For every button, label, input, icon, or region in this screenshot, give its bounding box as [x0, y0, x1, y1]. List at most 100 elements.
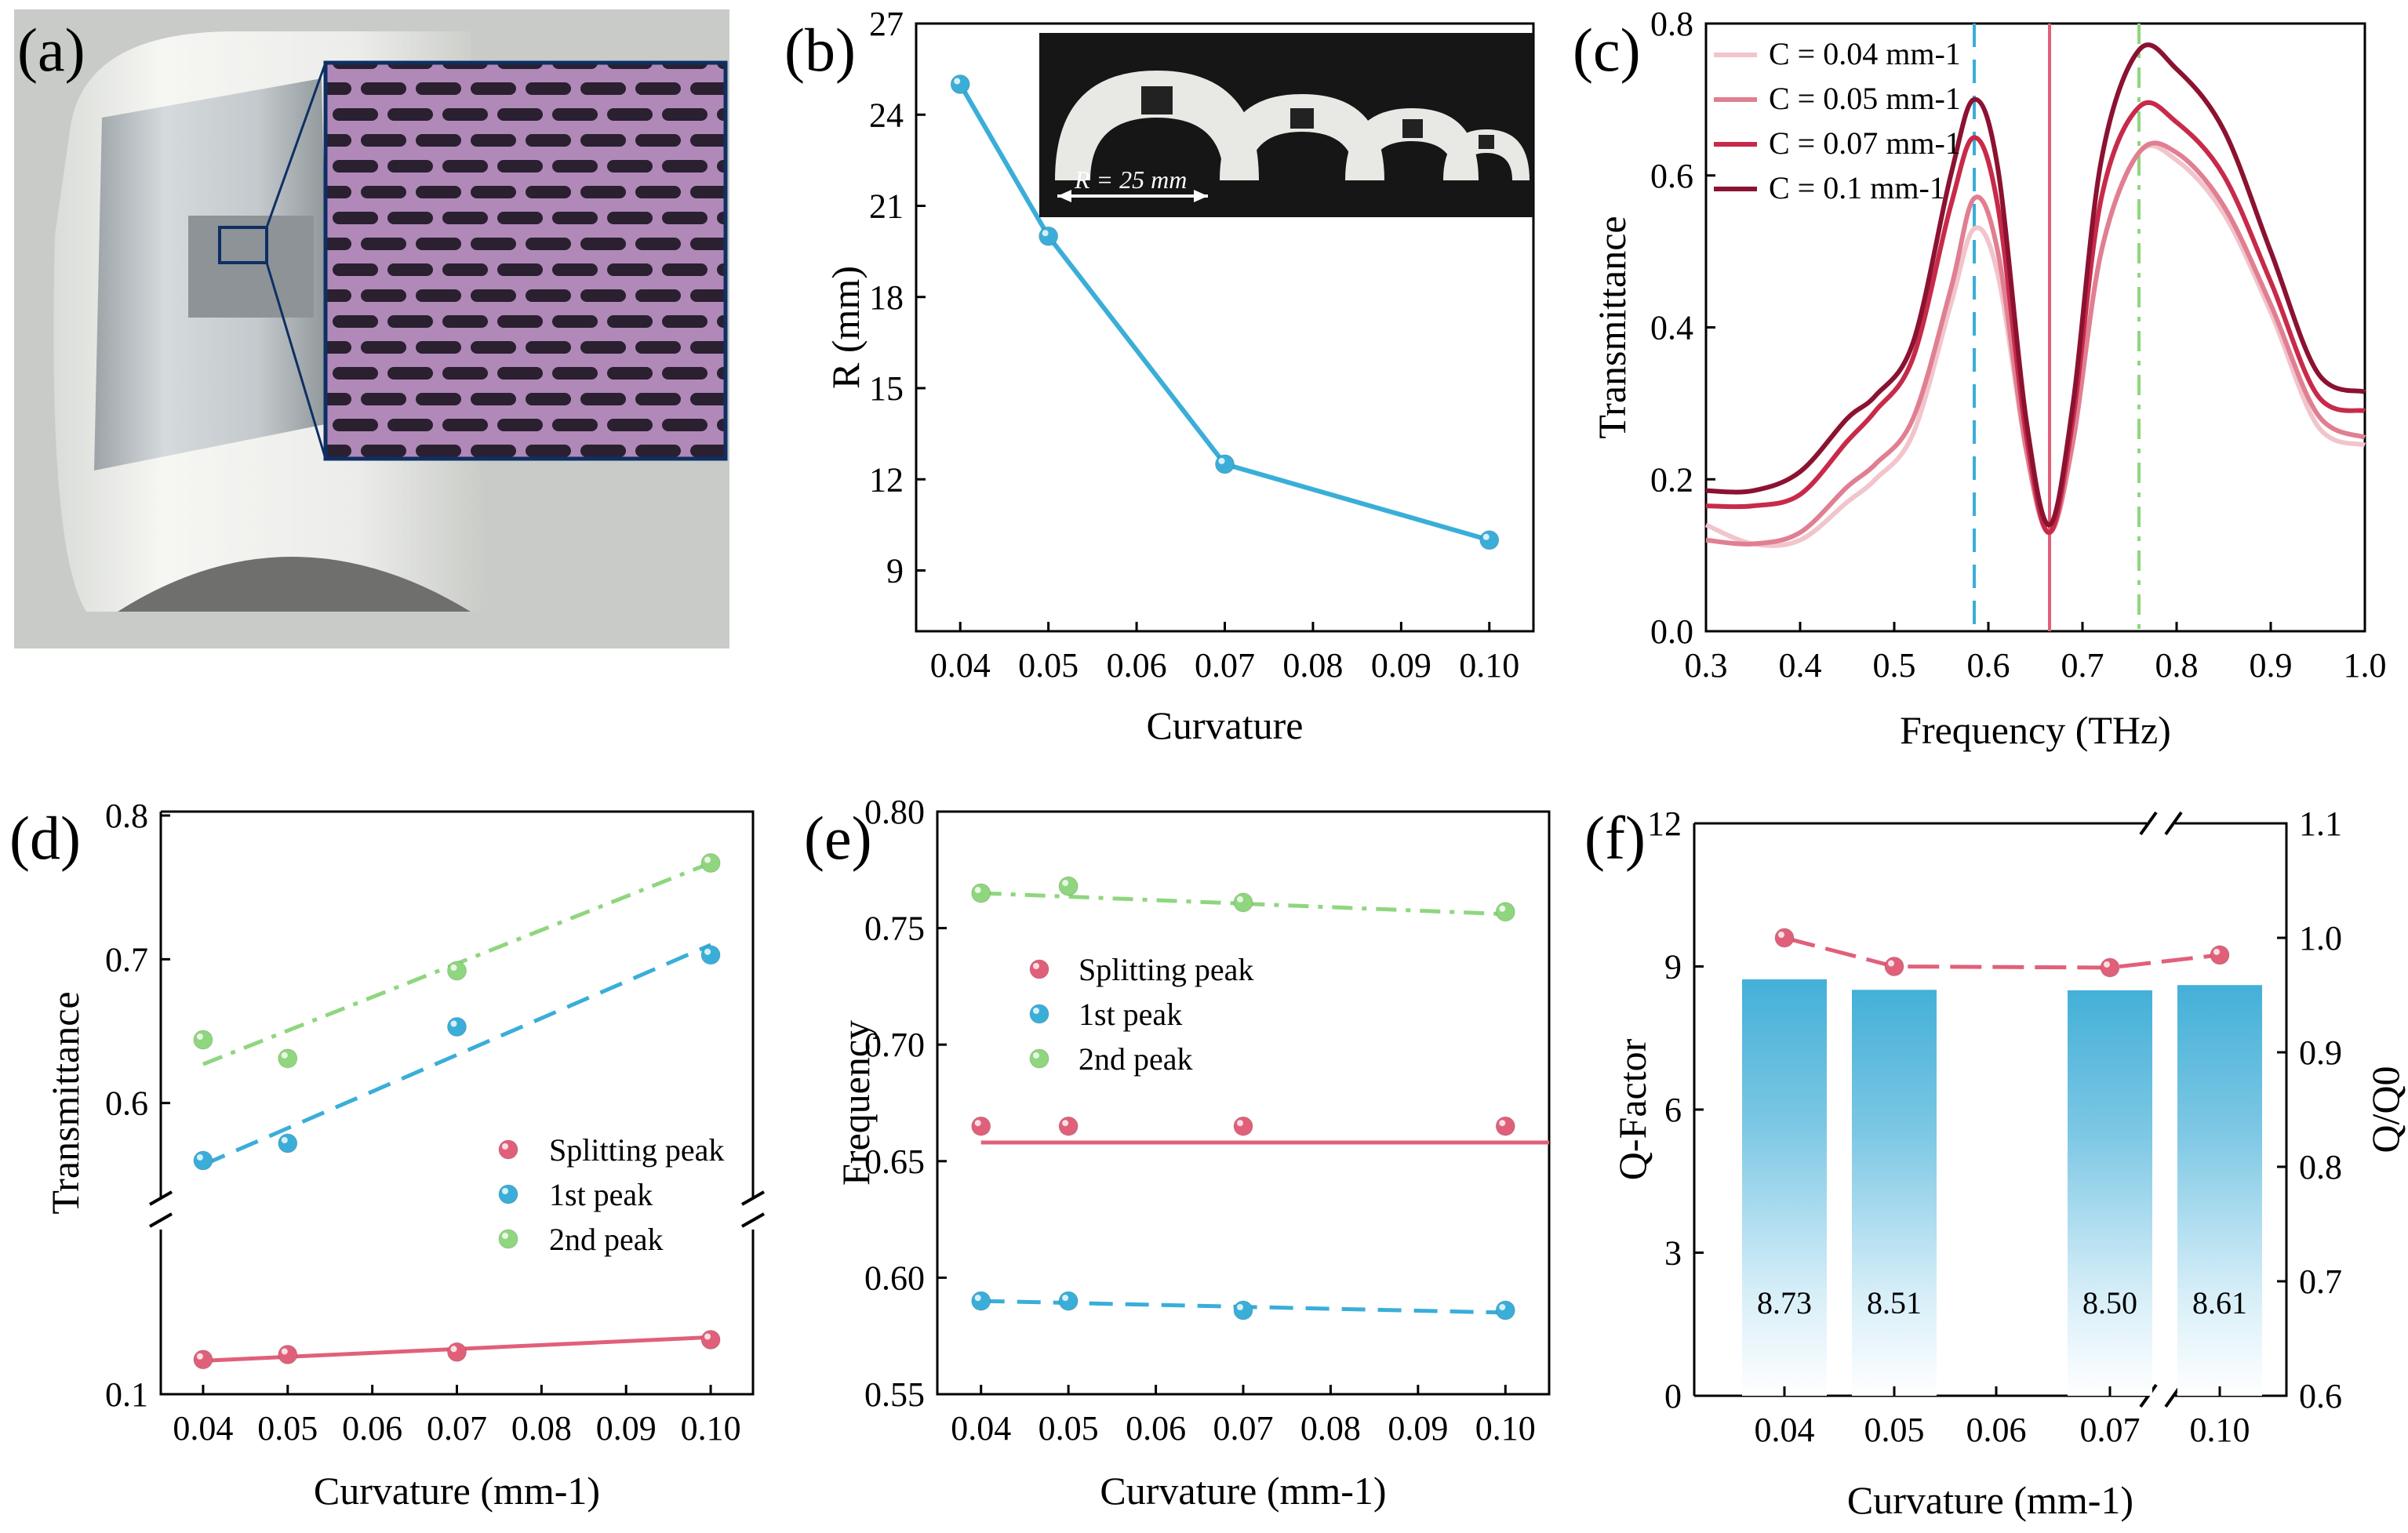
fit-line — [202, 943, 712, 1167]
y-tick-label: 15 — [869, 369, 904, 408]
legend-entry: 1st peak — [549, 1177, 653, 1212]
y-tick-label: 0.4 — [1650, 309, 1693, 347]
x-tick-label: 0.08 — [1300, 1409, 1361, 1448]
marker-highlight — [2104, 961, 2110, 968]
marker-highlight — [954, 78, 961, 85]
legend-entry: C = 0.1 mm-1 — [1769, 170, 1945, 205]
marker-body — [278, 1344, 298, 1364]
marker-body — [193, 1150, 213, 1171]
marker-highlight — [450, 1346, 457, 1353]
marker-highlight — [704, 948, 711, 955]
panel-label-e: (e) — [804, 804, 872, 872]
legend-entry: C = 0.05 mm-1 — [1769, 81, 1961, 116]
marker-body — [1058, 1116, 1079, 1136]
x-tick-label: 0.08 — [1282, 646, 1343, 685]
data-point — [950, 74, 970, 94]
right-y-tick-label: 0.9 — [2299, 1034, 2342, 1072]
marker-body — [498, 1229, 518, 1249]
marker-body — [193, 1350, 213, 1370]
x-tick-label: 0.07 — [427, 1409, 487, 1448]
marker-highlight — [1033, 1008, 1039, 1014]
marker-highlight — [196, 1034, 203, 1040]
marker-body — [2100, 957, 2120, 978]
bar-value-label: 8.73 — [1757, 1285, 1812, 1320]
series-line — [958, 82, 1490, 543]
marker-highlight — [704, 856, 711, 863]
marker-highlight — [974, 1295, 981, 1302]
x-tick-label: 0.06 — [1966, 1411, 2027, 1449]
x-tick-label: 0.07 — [1195, 646, 1255, 685]
x-tick-label: 0.6 — [1967, 646, 2010, 685]
panel-label-d: (d) — [9, 804, 81, 872]
y-axis-title: Transmittance — [43, 991, 87, 1214]
marker-body — [1029, 1048, 1049, 1069]
marker-body — [1215, 454, 1235, 474]
y-tick-label: 0.70 — [864, 1026, 925, 1064]
marker-body — [278, 1048, 298, 1069]
right-y-tick-label: 0.8 — [2299, 1148, 2342, 1186]
x-tick-label: 0.10 — [1475, 1409, 1536, 1448]
marker-highlight — [1237, 895, 1243, 903]
y-tick-label: 0.2 — [1650, 460, 1693, 499]
legend-marker — [498, 1229, 518, 1249]
data-point — [278, 1344, 298, 1364]
data-point — [971, 1291, 991, 1311]
y-tick-label: 0.1 — [105, 1375, 148, 1414]
photo-b-label: R = 25 mm — [1074, 165, 1187, 194]
panel-b: (b) R = 25 mm 0.04 0.05 0.06 0.07 0.08 0.09 0.… — [784, 5, 1535, 747]
ratio-point — [1774, 928, 1795, 948]
marker-body — [950, 74, 970, 94]
marker-body — [700, 945, 721, 965]
axis-break-mark — [2164, 811, 2183, 836]
marker-body — [447, 961, 467, 981]
marker-highlight — [1778, 932, 1784, 938]
bar — [2177, 985, 2262, 1396]
x-tick-label: 0.10 — [1459, 646, 1519, 685]
marker-body — [1479, 530, 1500, 550]
data-point — [1233, 1116, 1253, 1136]
right-y-tick-label: 0.7 — [2299, 1262, 2342, 1301]
legend-entry: C = 0.04 mm-1 — [1769, 36, 1961, 71]
data-point — [447, 961, 467, 981]
x-tick-label: 1.0 — [2344, 646, 2387, 685]
marker-highlight — [502, 1188, 508, 1194]
marker-highlight — [196, 1154, 203, 1161]
photo-a-zoom-line — [265, 262, 327, 460]
y-tick-label: 0.6 — [1650, 157, 1693, 195]
data-point — [1215, 454, 1235, 474]
y-tick-label: 0.8 — [105, 797, 148, 835]
y-tick-label: 18 — [869, 278, 904, 317]
x-tick-label: 0.3 — [1685, 646, 1728, 685]
y-tick-label: 21 — [869, 187, 904, 226]
marker-highlight — [281, 1137, 288, 1143]
y-axis-title: Frequency — [834, 1020, 878, 1186]
marker-highlight — [1499, 1120, 1506, 1127]
y-tick-label: 0.80 — [864, 793, 925, 831]
photo-a-micrograph — [323, 60, 728, 461]
x-axis-title: Curvature (mm-1) — [314, 1469, 600, 1513]
data-point — [193, 1030, 213, 1050]
y-tick-label: 0.7 — [105, 940, 148, 979]
data-point — [1058, 876, 1079, 896]
marker-highlight — [1062, 1295, 1069, 1302]
data-point — [971, 1116, 991, 1136]
data-point — [1058, 1116, 1079, 1136]
marker-body — [1058, 876, 1079, 896]
axis-break-mark — [149, 1190, 173, 1206]
panel-label-b: (b) — [784, 16, 856, 84]
panel-e: (e) Splitting peak 1st peak 2nd peak 0.04 0.… — [804, 793, 1551, 1513]
data-point — [700, 853, 721, 873]
right-y-tick-label: 1.0 — [2299, 919, 2342, 957]
marker-body — [1029, 1004, 1049, 1024]
legend-entry: 2nd peak — [549, 1222, 664, 1257]
y-tick-label: 24 — [869, 96, 904, 134]
legend-entry: Splitting peak — [549, 1132, 724, 1168]
right-y-axis-title: Q/Q0 — [2363, 1066, 2407, 1153]
marker-highlight — [1033, 1052, 1039, 1059]
legend-marker — [1029, 1048, 1049, 1069]
marker-highlight — [450, 1020, 457, 1027]
x-tick-label: 0.5 — [1873, 646, 1916, 685]
data-point — [1233, 892, 1253, 913]
marker-body — [498, 1184, 518, 1204]
marker-highlight — [1033, 963, 1039, 969]
